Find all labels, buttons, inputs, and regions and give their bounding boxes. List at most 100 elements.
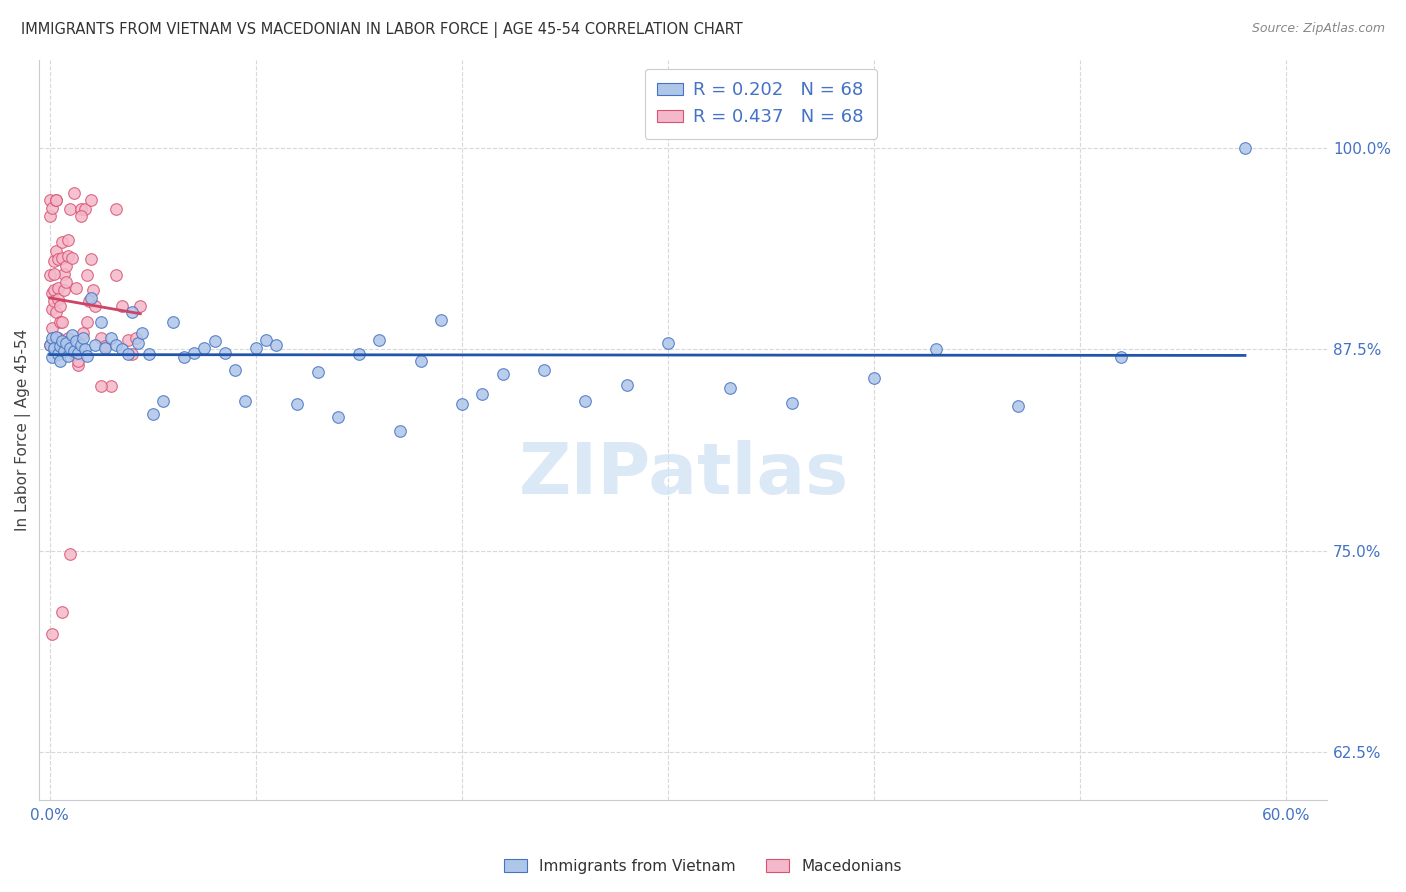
Point: [657, 335, 679, 350]
Point: [347, 347, 370, 361]
Text: ZIPatlas: ZIPatlas: [519, 440, 848, 508]
Point: [46, 252, 69, 267]
Point: [76, 315, 98, 329]
Point: [46, 331, 69, 345]
Point: [863, 371, 886, 385]
Point: [266, 337, 288, 351]
Point: [430, 313, 453, 327]
Point: [56, 331, 79, 345]
Point: [45, 193, 67, 207]
Point: [780, 395, 803, 409]
Point: [138, 347, 160, 361]
Point: [131, 326, 153, 341]
Point: [94, 339, 117, 353]
Point: [41, 331, 63, 345]
Point: [46, 347, 69, 361]
Text: Source: ZipAtlas.com: Source: ZipAtlas.com: [1251, 22, 1385, 36]
Point: [121, 347, 143, 361]
Point: [152, 393, 174, 408]
Point: [49, 299, 72, 313]
Point: [388, 425, 411, 439]
Point: [55, 337, 77, 351]
Point: [55, 335, 77, 350]
Legend: Immigrants from Vietnam, Macedonians: Immigrants from Vietnam, Macedonians: [498, 853, 908, 880]
Point: [51, 251, 73, 265]
Point: [49, 339, 72, 353]
Point: [183, 345, 205, 359]
Point: [204, 334, 226, 349]
Point: [80, 252, 103, 267]
Point: [450, 397, 472, 411]
Point: [100, 379, 122, 393]
Point: [41, 627, 63, 641]
Point: [129, 299, 152, 313]
Point: [41, 286, 63, 301]
Point: [41, 201, 63, 215]
Point: [368, 333, 391, 347]
Point: [235, 393, 257, 408]
Point: [224, 363, 246, 377]
Point: [1007, 399, 1029, 413]
Point: [94, 341, 117, 355]
Point: [56, 249, 79, 263]
Point: [38, 209, 60, 223]
Point: [49, 315, 72, 329]
Point: [121, 305, 143, 319]
Point: [307, 365, 329, 379]
Point: [193, 341, 215, 355]
Point: [73, 202, 96, 217]
Point: [38, 268, 60, 283]
Point: [254, 333, 277, 347]
Point: [51, 605, 73, 619]
Point: [104, 268, 127, 283]
Point: [45, 244, 67, 259]
Point: [409, 353, 432, 368]
Point: [214, 345, 236, 359]
Point: [63, 186, 86, 201]
Point: [574, 393, 596, 408]
Point: [117, 347, 139, 361]
Point: [104, 337, 127, 351]
Point: [60, 327, 83, 342]
Point: [84, 299, 107, 313]
Point: [285, 397, 308, 411]
Point: [925, 343, 948, 357]
Point: [42, 253, 65, 268]
Point: [42, 283, 65, 297]
Point: [67, 345, 90, 359]
Text: IMMIGRANTS FROM VIETNAM VS MACEDONIAN IN LABOR FORCE | AGE 45-54 CORRELATION CHA: IMMIGRANTS FROM VIETNAM VS MACEDONIAN IN…: [21, 22, 742, 38]
Point: [90, 379, 112, 393]
Point: [111, 299, 134, 313]
Point: [90, 315, 112, 329]
Point: [38, 337, 60, 351]
Point: [51, 334, 73, 349]
Point: [38, 193, 60, 207]
Point: [42, 294, 65, 309]
Point: [51, 235, 73, 249]
Point: [53, 283, 76, 297]
Point: [45, 305, 67, 319]
Point: [173, 351, 195, 365]
Point: [42, 267, 65, 281]
Point: [492, 367, 515, 381]
Point: [59, 341, 82, 355]
Point: [42, 341, 65, 355]
Point: [65, 281, 87, 295]
Point: [100, 331, 122, 345]
Point: [56, 349, 79, 363]
Point: [127, 335, 149, 350]
Point: [104, 202, 127, 217]
Point: [471, 387, 494, 401]
Point: [117, 333, 139, 347]
Point: [69, 337, 91, 351]
Point: [1111, 351, 1133, 365]
Point: [49, 339, 72, 353]
Point: [328, 409, 350, 424]
Point: [45, 193, 67, 207]
Point: [142, 407, 165, 421]
Point: [65, 334, 87, 349]
Point: [67, 353, 90, 368]
Point: [76, 349, 98, 363]
Point: [245, 341, 267, 355]
Point: [533, 363, 555, 377]
